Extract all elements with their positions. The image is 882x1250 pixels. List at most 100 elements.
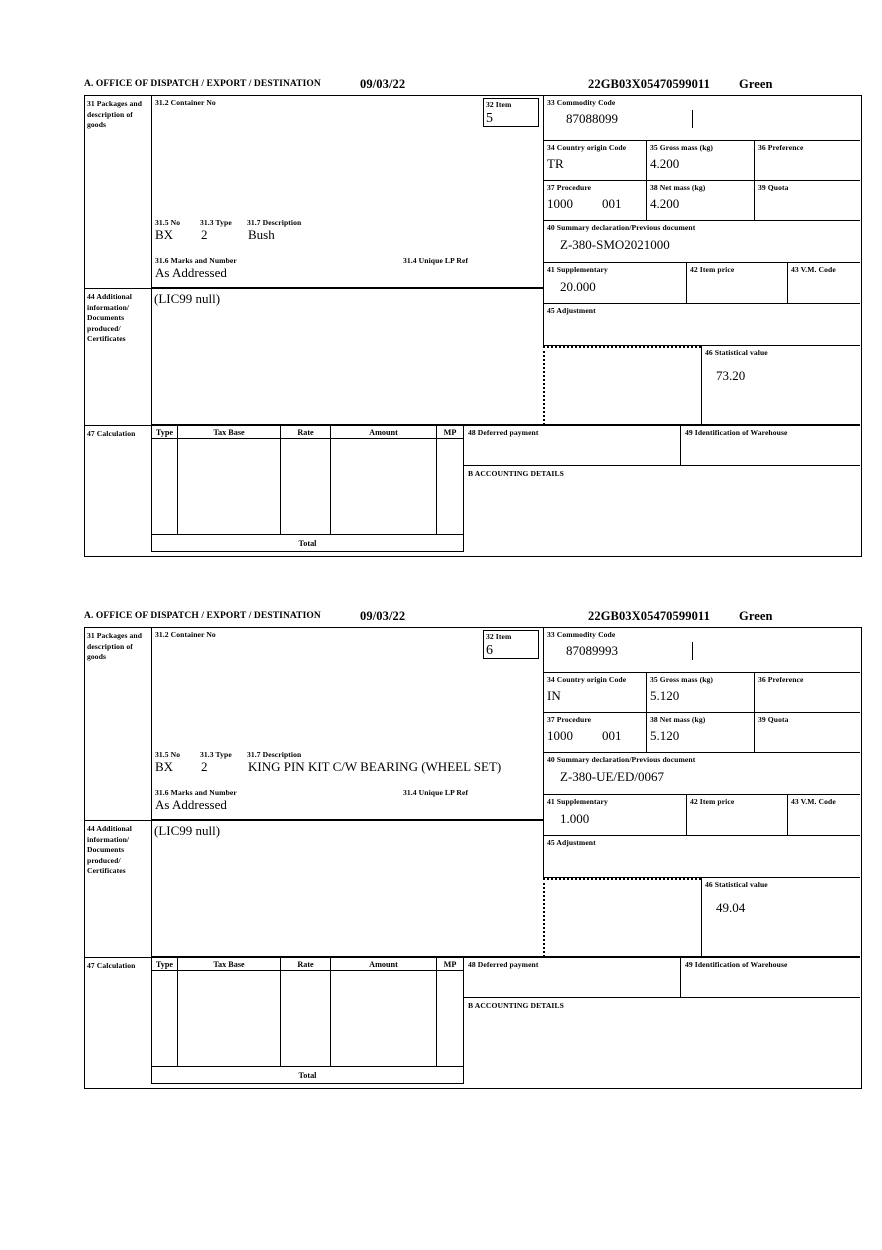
box31-5-label: 31.5 No xyxy=(155,218,181,227)
box44-stub: 44 Additional information/ Documents pro… xyxy=(85,820,151,957)
box35-value: 5.120 xyxy=(650,688,680,703)
box31-2-label: 31.2 Container No xyxy=(155,98,216,107)
box48-label: 48 Deferred payment xyxy=(468,960,539,969)
box46-statistical-value: 46 Statistical value 73.20 xyxy=(701,346,860,425)
box31-2-label: 31.2 Container No xyxy=(155,630,216,639)
box35-label: 35 Gross mass (kg) xyxy=(650,675,714,684)
box31-6-marks-value: As Addressed xyxy=(155,265,227,280)
box40-value: Z-380-UE/ED/0067 xyxy=(560,769,664,784)
calc-col-rate: Rate xyxy=(281,425,331,535)
box46-label: 46 Statistical value xyxy=(705,348,768,357)
box34-value: TR xyxy=(547,156,564,171)
box44-additional-information: (LIC99 null) xyxy=(151,288,543,425)
box35-gross-mass: 35 Gross mass (kg) 4.200 xyxy=(646,141,754,181)
accounting-details-label: B ACCOUNTING DETAILS xyxy=(468,1001,564,1010)
form-header: A. OFFICE OF DISPATCH / EXPORT / DESTINA… xyxy=(84,609,862,627)
calc-col-amount: Amount xyxy=(331,425,437,535)
box44-value: (LIC99 null) xyxy=(154,291,221,306)
header-mrn: 22GB03X05470599011 xyxy=(588,609,710,623)
box44-stub: 44 Additional information/ Documents pro… xyxy=(85,288,151,425)
accounting-details-label: B ACCOUNTING DETAILS xyxy=(468,469,564,478)
box37-procedure: 37 Procedure 1000 001 xyxy=(543,713,646,753)
header-lane-status: Green xyxy=(739,77,773,91)
calc-col-tax-base: Tax Base xyxy=(178,425,281,535)
box38-label: 38 Net mass (kg) xyxy=(650,715,706,724)
box31-packages-description: 31.2 Container No 31.5 No 31.3 Type 31.7… xyxy=(151,96,543,288)
calc-col-mp: MP xyxy=(437,957,464,1067)
box34-country-origin-code: 34 Country origin Code TR xyxy=(543,141,646,181)
box33-divider-tick xyxy=(692,110,693,128)
box31-3-label: 31.3 Type xyxy=(200,218,232,227)
box46-statistical-value: 46 Statistical value 49.04 xyxy=(701,878,860,957)
box49-identification-of-warehouse: 49 Identification of Warehouse xyxy=(680,957,860,998)
box45-adjustment: 45 Adjustment xyxy=(543,304,860,346)
calc-header-rule xyxy=(151,425,464,439)
box42-label: 42 Item price xyxy=(690,797,735,806)
box43-vm-code: 43 V.M. Code xyxy=(787,795,860,836)
box42-item-price: 42 Item price xyxy=(686,795,787,836)
header-office-label: A. OFFICE OF DISPATCH / EXPORT / DESTINA… xyxy=(84,611,321,621)
box38-value: 4.200 xyxy=(650,196,680,211)
box31-6-label: 31.6 Marks and Number xyxy=(155,788,237,797)
box34-value: IN xyxy=(547,688,561,703)
box31-3-type-value: 2 xyxy=(201,759,208,774)
box32-label: 32 Item xyxy=(486,632,512,641)
calc-col-mp: MP xyxy=(437,425,464,535)
box36-preference: 36 Preference xyxy=(754,673,860,713)
box31-5-no-value: BX xyxy=(155,759,174,774)
box42-item-price: 42 Item price xyxy=(686,263,787,304)
calc-col-type: Type xyxy=(151,957,178,1067)
box31-7-label: 31.7 Description xyxy=(247,218,302,227)
box46-value: 49.04 xyxy=(716,900,746,915)
box40-label: 40 Summary declaration/Previous document xyxy=(547,223,696,232)
box33-commodity-code: 33 Commodity Code 87089993 xyxy=(543,628,860,673)
box48-deferred-payment: 48 Deferred payment xyxy=(464,425,680,466)
box41-supplementary: 41 Supplementary 20.000 xyxy=(543,263,686,304)
box31-7-label: 31.7 Description xyxy=(247,750,302,759)
box44-value: (LIC99 null) xyxy=(154,823,221,838)
box32-item: 32 Item 6 xyxy=(483,630,539,659)
box49-label: 49 Identification of Warehouse xyxy=(685,428,788,437)
box31-5-label: 31.5 No xyxy=(155,750,181,759)
box33-label: 33 Commodity Code xyxy=(547,630,616,639)
box49-label: 49 Identification of Warehouse xyxy=(685,960,788,969)
box38-net-mass: 38 Net mass (kg) 5.120 xyxy=(646,713,754,753)
declaration-form-item-5: A. OFFICE OF DISPATCH / EXPORT / DESTINA… xyxy=(84,77,862,558)
box36-label: 36 Preference xyxy=(758,675,804,684)
header-date: 09/03/22 xyxy=(360,77,406,91)
box39-quota: 39 Quota xyxy=(754,181,860,221)
box31-stub: 31 Packages and description of goods xyxy=(87,631,143,661)
box31-6-marks-value: As Addressed xyxy=(155,797,227,812)
box34-label: 34 Country origin Code xyxy=(547,675,627,684)
box46-value: 73.20 xyxy=(716,368,746,383)
box34-label: 34 Country origin Code xyxy=(547,143,627,152)
box42-label: 42 Item price xyxy=(690,265,735,274)
calc-header-rule xyxy=(151,957,464,971)
box41-label: 41 Supplementary xyxy=(547,265,608,274)
box47-stub: 47 Calculation xyxy=(85,957,151,1090)
box49-identification-of-warehouse: 49 Identification of Warehouse xyxy=(680,425,860,466)
header-mrn: 22GB03X05470599011 xyxy=(588,77,710,91)
box41-value: 1.000 xyxy=(560,811,590,826)
box40-summary-declaration: 40 Summary declaration/Previous document… xyxy=(543,753,860,795)
box31-7-description-value: Bush xyxy=(248,227,275,242)
box43-vm-code: 43 V.M. Code xyxy=(787,263,860,304)
box37-procedure-value-1: 1000 xyxy=(547,728,573,743)
box32-item-value: 6 xyxy=(486,642,493,658)
box41-value: 20.000 xyxy=(560,279,596,294)
box45-lower-region xyxy=(543,878,701,957)
box39-label: 39 Quota xyxy=(758,715,789,724)
box31-6-label: 31.6 Marks and Number xyxy=(155,256,237,265)
box33-commodity-code: 33 Commodity Code 87088099 xyxy=(543,96,860,141)
box33-divider-tick xyxy=(692,642,693,660)
box39-quota: 39 Quota xyxy=(754,713,860,753)
box45-lower-region xyxy=(543,346,701,425)
calc-col-type: Type xyxy=(151,425,178,535)
accounting-details-section: B ACCOUNTING DETAILS xyxy=(464,466,860,558)
box32-label: 32 Item xyxy=(486,100,512,109)
box37-label: 37 Procedure xyxy=(547,183,592,192)
accounting-details-section: B ACCOUNTING DETAILS xyxy=(464,998,860,1090)
declaration-form-item-6: A. OFFICE OF DISPATCH / EXPORT / DESTINA… xyxy=(84,609,862,1090)
box31-7-description-value: KING PIN KIT C/W BEARING (WHEEL SET) xyxy=(248,759,502,774)
box41-label: 41 Supplementary xyxy=(547,797,608,806)
